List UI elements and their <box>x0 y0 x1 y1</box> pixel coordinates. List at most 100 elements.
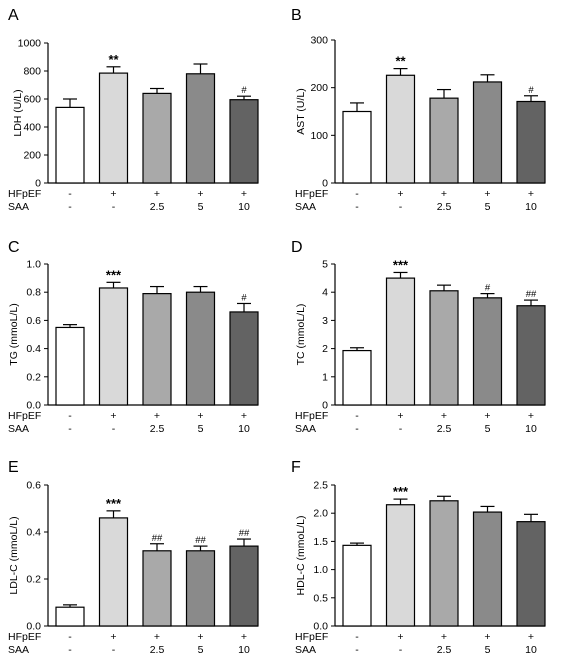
y-tick-label: 0.0 <box>26 400 41 412</box>
saa-value: 5 <box>485 644 491 656</box>
panel-letter: C <box>8 239 20 256</box>
hfpef-value: - <box>68 410 72 422</box>
significance-mark: # <box>241 292 247 303</box>
bar <box>516 521 546 627</box>
hfpef-value: + <box>484 631 490 643</box>
saa-value: 10 <box>238 423 250 435</box>
bar <box>55 106 85 184</box>
group-row-label: SAA <box>295 644 316 656</box>
bar <box>342 110 372 184</box>
saa-value: 5 <box>485 423 491 435</box>
bar <box>55 606 85 627</box>
group-row-label: HFpEF <box>8 188 41 200</box>
y-tick-label: 0.4 <box>26 343 41 355</box>
bar <box>429 97 459 184</box>
significance-mark: ** <box>395 54 406 69</box>
saa-value: - <box>68 644 72 656</box>
y-axis-label: LDH (U/L) <box>12 89 24 136</box>
saa-value: 5 <box>485 201 491 213</box>
y-tick-label: 2.0 <box>313 508 328 520</box>
saa-value: - <box>355 201 359 213</box>
hfpef-value: - <box>355 188 359 200</box>
hfpef-value: + <box>441 631 447 643</box>
y-tick-label: 5 <box>322 259 328 271</box>
y-tick-label: 200 <box>310 82 328 94</box>
saa-value: - <box>112 423 116 435</box>
hfpef-value: + <box>397 188 403 200</box>
y-tick-label: 0.6 <box>26 315 41 327</box>
group-row-label: SAA <box>8 423 29 435</box>
saa-value: 2.5 <box>150 644 165 656</box>
y-tick-label: 400 <box>23 122 41 134</box>
bar <box>472 81 503 184</box>
y-tick-label: 1.5 <box>313 536 328 548</box>
group-row-label: HFpEF <box>295 410 328 422</box>
hfpef-value: + <box>154 188 160 200</box>
bar <box>185 291 216 406</box>
y-tick-label: 1000 <box>18 38 42 50</box>
y-axis-label: TG (mmoL/L) <box>8 303 20 365</box>
y-axis-label: HDL-C (mmoL/L) <box>295 516 307 596</box>
hfpef-value: + <box>528 631 534 643</box>
y-tick-label: 0.0 <box>26 621 41 633</box>
saa-value: 5 <box>198 201 204 213</box>
panel-letter: A <box>8 7 19 24</box>
group-row-label: SAA <box>295 201 316 213</box>
significance-mark: # <box>241 85 247 96</box>
significance-mark: ## <box>195 535 206 546</box>
bar <box>98 517 129 627</box>
y-axis-label: AST (U/L) <box>295 88 307 134</box>
y-tick-label: 0.0 <box>313 621 328 633</box>
panel-letter: E <box>8 459 19 476</box>
hfpef-value: + <box>528 188 534 200</box>
bar <box>429 500 459 627</box>
saa-value: - <box>355 644 359 656</box>
bar <box>185 73 216 184</box>
y-tick-label: 300 <box>310 35 328 47</box>
hfpef-value: + <box>397 410 403 422</box>
bar <box>516 305 546 406</box>
y-tick-label: 1.0 <box>313 564 328 576</box>
bar <box>472 511 503 627</box>
y-tick-label: 1.0 <box>26 259 41 271</box>
panel-letter: D <box>291 239 303 256</box>
hfpef-value: + <box>241 410 247 422</box>
saa-value: - <box>399 201 403 213</box>
y-axis-label: TC (mmoL/L) <box>295 304 307 366</box>
hfpef-value: - <box>355 410 359 422</box>
saa-value: 2.5 <box>150 423 165 435</box>
bar <box>229 545 259 627</box>
bar <box>342 349 372 406</box>
saa-value: 10 <box>525 423 537 435</box>
hfpef-value: + <box>197 188 203 200</box>
group-row-label: HFpEF <box>8 410 41 422</box>
y-tick-label: 800 <box>23 66 41 78</box>
saa-value: 10 <box>525 201 537 213</box>
significance-mark: ## <box>152 533 163 544</box>
group-row-label: SAA <box>8 644 29 656</box>
hfpef-value: + <box>397 631 403 643</box>
y-tick-label: 3 <box>322 315 328 327</box>
hfpef-value: + <box>110 410 116 422</box>
y-tick-label: 0.6 <box>26 480 41 492</box>
bar <box>142 92 172 184</box>
hfpef-value: + <box>197 631 203 643</box>
hfpef-value: + <box>484 410 490 422</box>
hfpef-value: - <box>355 631 359 643</box>
saa-value: 10 <box>238 201 250 213</box>
significance-mark: ** <box>108 52 119 67</box>
bar <box>229 311 259 406</box>
bar <box>142 550 172 627</box>
group-row-label: HFpEF <box>8 631 41 643</box>
saa-value: 10 <box>238 644 250 656</box>
y-tick-label: 0.4 <box>26 527 41 539</box>
group-row-label: SAA <box>8 201 29 213</box>
saa-value: - <box>112 201 116 213</box>
bar <box>98 72 129 184</box>
bar <box>342 544 372 627</box>
y-tick-label: 600 <box>23 94 41 106</box>
saa-value: 2.5 <box>150 201 165 213</box>
saa-value: - <box>112 644 116 656</box>
saa-value: - <box>355 423 359 435</box>
